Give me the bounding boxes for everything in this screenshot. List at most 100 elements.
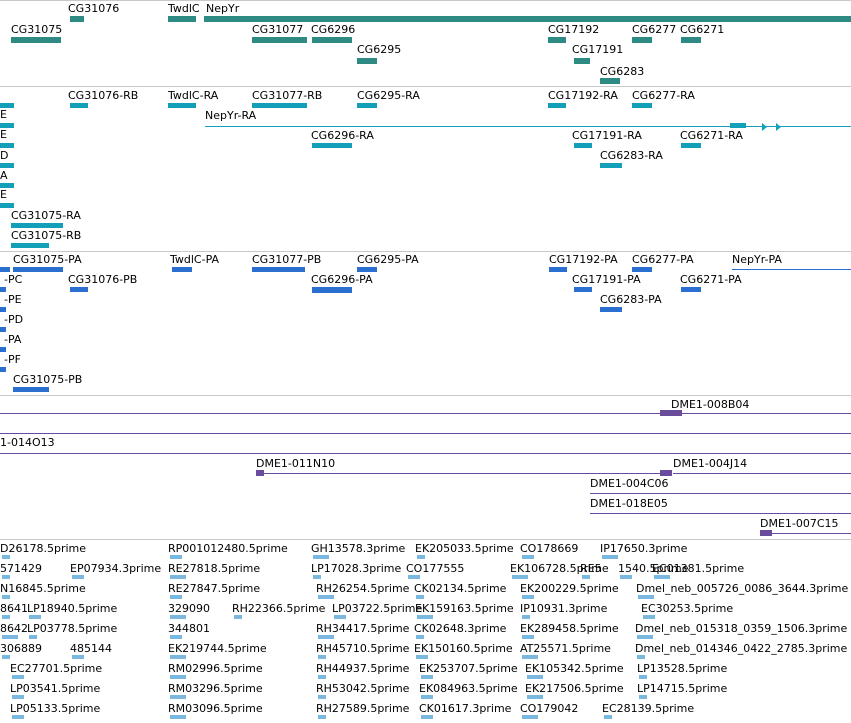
gene-label[interactable]: CG31076: [68, 2, 120, 15]
est-feature[interactable]: [620, 575, 632, 579]
gene-feature[interactable]: [312, 37, 352, 43]
est-label[interactable]: Dmel_neb_014346_0422_2785.3prime: [635, 642, 848, 655]
transcript-feature[interactable]: [730, 123, 746, 128]
est-label[interactable]: EK150160.5prime: [414, 642, 513, 655]
transcript-feature[interactable]: [0, 163, 14, 168]
transcript-feature[interactable]: [357, 103, 377, 108]
est-feature[interactable]: [2, 555, 10, 559]
est-feature[interactable]: [527, 695, 543, 699]
est-feature[interactable]: [639, 675, 647, 679]
est-feature[interactable]: [522, 715, 538, 719]
est-label[interactable]: RH26254.5prime: [316, 582, 410, 595]
gene-feature[interactable]: [600, 78, 620, 84]
transcript-label[interactable]: CG6295-RA: [357, 89, 420, 102]
gene-label[interactable]: TwdlC: [168, 2, 200, 15]
est-label[interactable]: EK084963.5prime: [419, 682, 518, 695]
clone-label[interactable]: DME1-018E05: [590, 497, 668, 510]
est-feature[interactable]: [639, 695, 647, 699]
est-label[interactable]: RP001012480.5prime: [168, 542, 288, 555]
est-label[interactable]: EC30253.5prime: [641, 602, 734, 615]
est-feature[interactable]: [602, 555, 618, 559]
clone-label[interactable]: DME1-008B04: [671, 398, 750, 411]
est-feature[interactable]: [170, 715, 186, 719]
est-feature[interactable]: [170, 615, 186, 619]
clone-label[interactable]: 1-014O13: [0, 436, 55, 449]
est-label[interactable]: 485144: [70, 642, 112, 655]
est-feature[interactable]: [318, 655, 326, 659]
est-label[interactable]: LP17028.3prime: [311, 562, 402, 575]
transcript-feature[interactable]: [574, 143, 592, 148]
transcript-feature[interactable]: [0, 203, 14, 208]
est-label[interactable]: 306889: [0, 642, 42, 655]
protein-label[interactable]: CG6283-PA: [600, 293, 662, 306]
est-feature[interactable]: [522, 595, 534, 599]
est-feature[interactable]: [421, 675, 433, 679]
est-feature[interactable]: [318, 595, 334, 599]
est-feature[interactable]: [313, 555, 329, 559]
est-label[interactable]: LP03778.5prime: [27, 622, 118, 635]
est-feature[interactable]: [522, 555, 534, 559]
protein-label[interactable]: CG17191-PA: [572, 273, 641, 286]
transcript-label[interactable]: CG6296-RA: [311, 129, 374, 142]
est-feature[interactable]: [170, 695, 186, 699]
est-feature[interactable]: [170, 555, 182, 559]
est-feature[interactable]: [12, 695, 24, 699]
est-label[interactable]: RH27589.5prime: [316, 702, 410, 715]
est-label[interactable]: 1540.5prime: [618, 562, 689, 575]
est-label[interactable]: IP10931.3prime: [520, 602, 608, 615]
transcript-label[interactable]: CG6277-RA: [632, 89, 695, 102]
est-feature[interactable]: [2, 595, 10, 599]
gene-feature[interactable]: [548, 37, 566, 43]
transcript-label[interactable]: E: [0, 128, 7, 141]
est-label[interactable]: LP03722.5prime: [332, 602, 423, 615]
est-feature[interactable]: [638, 595, 654, 599]
est-feature[interactable]: [408, 575, 420, 579]
transcript-feature[interactable]: [0, 123, 14, 128]
transcript-feature[interactable]: [252, 103, 307, 108]
clone-label[interactable]: DME1-011N10: [256, 457, 336, 470]
transcript-label[interactable]: E: [0, 188, 7, 201]
transcript-feature[interactable]: [600, 163, 622, 168]
est-feature[interactable]: [318, 635, 334, 639]
transcript-label[interactable]: CG31077-RB: [252, 89, 323, 102]
protein-feature[interactable]: [0, 287, 6, 292]
protein-label[interactable]: -PA: [4, 333, 22, 346]
protein-label[interactable]: CG31075-PB: [13, 373, 83, 386]
protein-feature[interactable]: [70, 287, 88, 292]
clone-end[interactable]: [660, 410, 682, 416]
gene-feature[interactable]: [204, 16, 851, 22]
protein-label[interactable]: CG6271-PA: [680, 273, 742, 286]
protein-label[interactable]: CG31076-PB: [68, 273, 138, 286]
protein-feature[interactable]: [0, 367, 6, 372]
gene-label[interactable]: CG31077: [252, 23, 304, 36]
clone-span[interactable]: [0, 413, 851, 414]
est-label[interactable]: RH53042.5prime: [316, 682, 410, 695]
est-label[interactable]: CO179042: [520, 702, 579, 715]
transcript-feature[interactable]: [0, 143, 14, 148]
protein-feature[interactable]: [600, 307, 622, 312]
est-label[interactable]: RM03096.5prime: [168, 702, 263, 715]
est-label[interactable]: Dmel_neb_015318_0359_1506.3prime: [635, 622, 848, 635]
est-feature[interactable]: [318, 695, 326, 699]
protein-label[interactable]: CG31075-PA: [13, 253, 82, 266]
est-feature[interactable]: [421, 715, 433, 719]
gene-feature[interactable]: [252, 37, 307, 43]
est-feature[interactable]: [72, 575, 84, 579]
est-label[interactable]: N16845.5prime: [0, 582, 86, 595]
est-label[interactable]: 8642: [0, 622, 28, 635]
protein-label[interactable]: -PE: [4, 293, 22, 306]
transcript-label[interactable]: A: [0, 169, 8, 182]
transcript-feature[interactable]: [168, 103, 196, 108]
protein-label[interactable]: -PC: [4, 273, 23, 286]
clone-label[interactable]: DME1-004J14: [673, 457, 748, 470]
est-label[interactable]: EK253707.5prime: [419, 662, 518, 675]
transcript-feature[interactable]: [70, 103, 88, 108]
transcript-label[interactable]: NepYr-RA: [205, 109, 257, 122]
transcript-feature[interactable]: [548, 103, 566, 108]
est-label[interactable]: EK205033.5prime: [415, 542, 514, 555]
transcript-label[interactable]: TwdlC-RA: [168, 89, 219, 102]
clone-span[interactable]: [760, 533, 851, 534]
gene-label[interactable]: NepYr: [206, 2, 240, 15]
est-feature[interactable]: [421, 695, 433, 699]
protein-feature[interactable]: [549, 267, 567, 272]
